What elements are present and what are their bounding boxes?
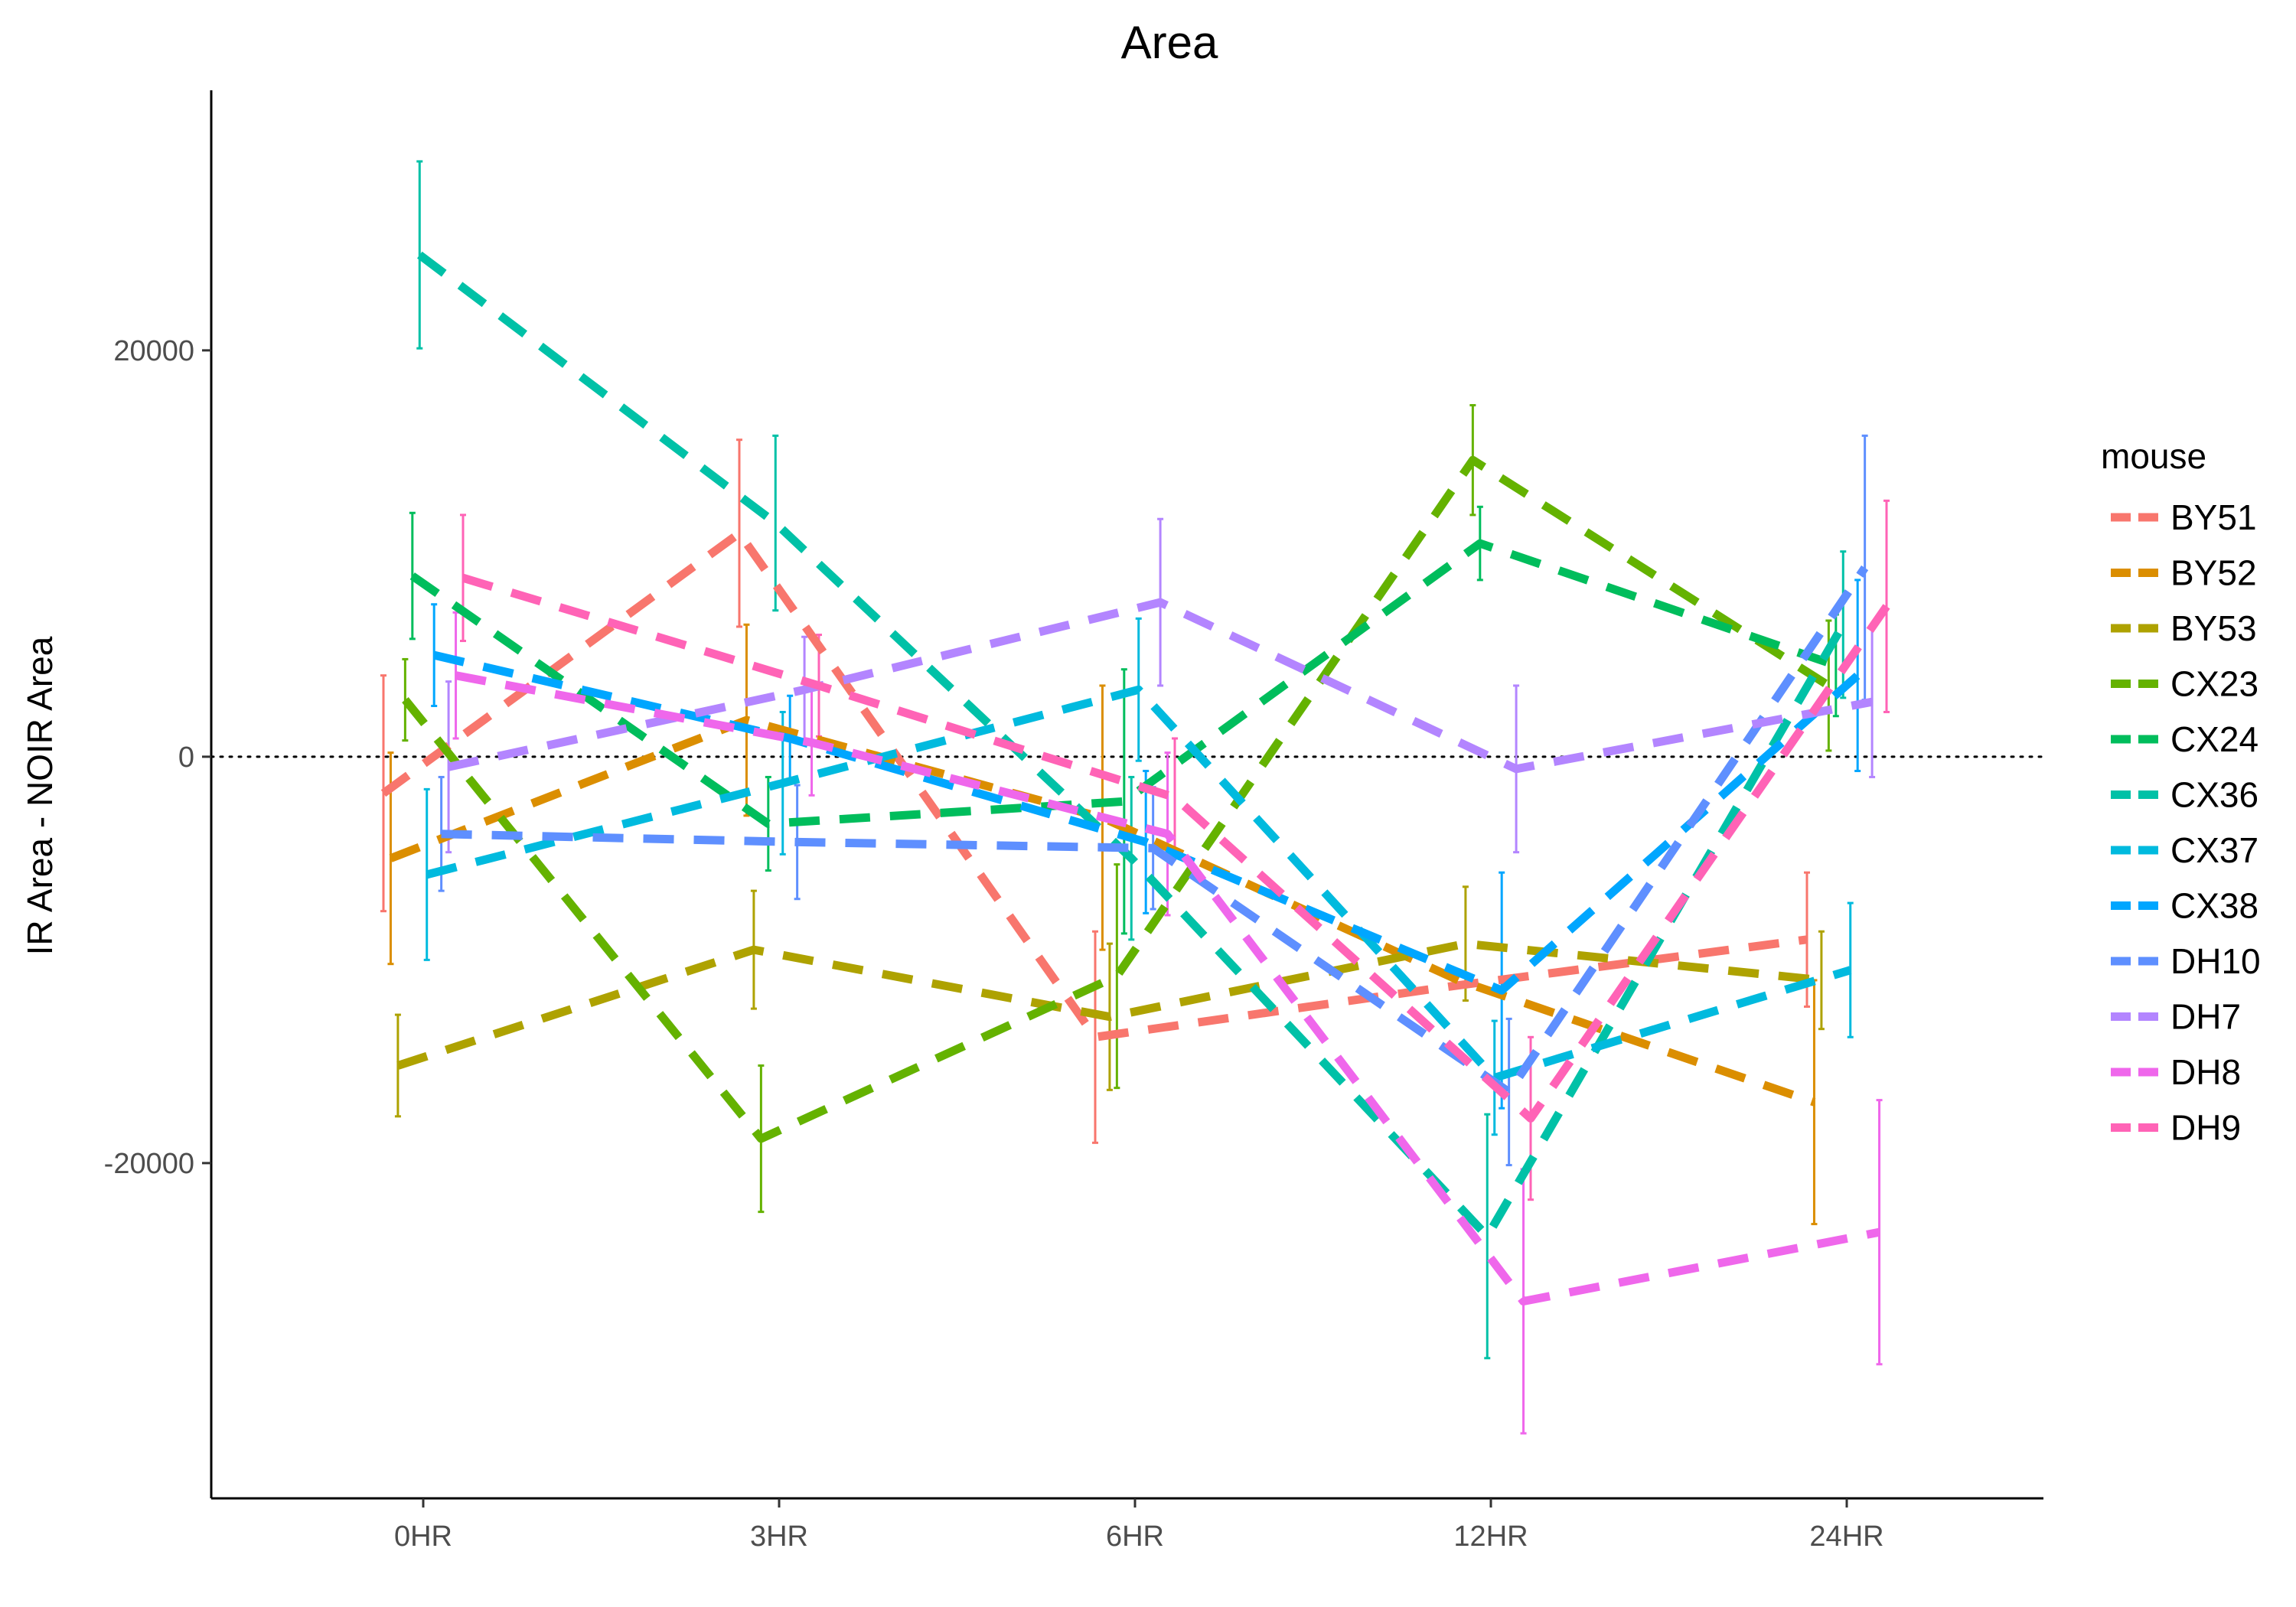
series-line-dh7	[447, 598, 1874, 774]
legend-label-dh10: DH10	[2170, 941, 2261, 981]
error-bar	[1832, 613, 1839, 718]
error-bar	[1092, 930, 1098, 1144]
chart-title: Area	[1121, 17, 1218, 68]
legend-label-by52: BY52	[2170, 553, 2257, 593]
legend-label-cx36: CX36	[2170, 775, 2258, 815]
error-bar	[1847, 901, 1854, 1038]
legend-label-dh9: DH9	[2170, 1108, 2241, 1148]
legend-label-dh7: DH7	[2170, 997, 2241, 1037]
series-line-by53	[396, 939, 1822, 1070]
error-bar	[1114, 863, 1120, 1090]
legend-title: mouse	[2101, 436, 2206, 476]
legend-label-dh8: DH8	[2170, 1052, 2241, 1092]
y-tick-label: 20000	[113, 335, 194, 367]
plot-area	[210, 160, 2045, 1435]
x-tick-label: 0HR	[394, 1521, 452, 1553]
series-line-by52	[389, 715, 1816, 1107]
series-line-by51	[380, 529, 1808, 1041]
series-line-cx23	[402, 455, 1831, 1143]
error-bar	[1818, 930, 1825, 1031]
error-bar	[1840, 550, 1847, 699]
error-bar	[1120, 668, 1127, 935]
y-tick-label: -20000	[104, 1148, 194, 1180]
legend-label-cx38: CX38	[2170, 886, 2258, 926]
series-line-dh8	[455, 671, 1880, 1305]
error-bar	[1484, 1113, 1491, 1360]
x-tick-label: 12HR	[1453, 1521, 1528, 1553]
error-bar	[431, 603, 438, 708]
legend: mouse BY51 BY52 BY53 CX23 CX24 CX36 CX37 CX38 DH…	[2101, 436, 2261, 1148]
legend-label-cx23: CX23	[2170, 664, 2258, 704]
x-tick-label: 6HR	[1106, 1521, 1164, 1553]
legend-label-cx37: CX37	[2170, 830, 2258, 870]
series-line-dh10	[441, 565, 1869, 1097]
error-bar	[1505, 1017, 1512, 1167]
axes: -20000 0 20000 0HR 3HR 6HR 12HR 24HR	[104, 90, 2043, 1553]
legend-label-cx24: CX24	[2170, 719, 2258, 759]
error-bar	[416, 160, 423, 350]
x-tick-label: 3HR	[750, 1521, 808, 1553]
error-bar	[772, 434, 779, 612]
legend-label-by51: BY51	[2170, 497, 2257, 537]
series-line-cx38	[432, 650, 1861, 995]
series-line-dh9	[461, 573, 1890, 1123]
y-axis-title: IR Area - NOIR Area	[20, 636, 60, 955]
error-bar	[736, 438, 742, 628]
y-tick-label: 0	[178, 742, 194, 774]
error-bar	[1876, 1099, 1883, 1366]
series-line-cx36	[416, 251, 1848, 1240]
x-tick-label: 24HR	[1809, 1521, 1883, 1553]
series-line-cx37	[426, 685, 1852, 1082]
error-bar	[1854, 579, 1861, 772]
legend-label-by53: BY53	[2170, 608, 2257, 648]
